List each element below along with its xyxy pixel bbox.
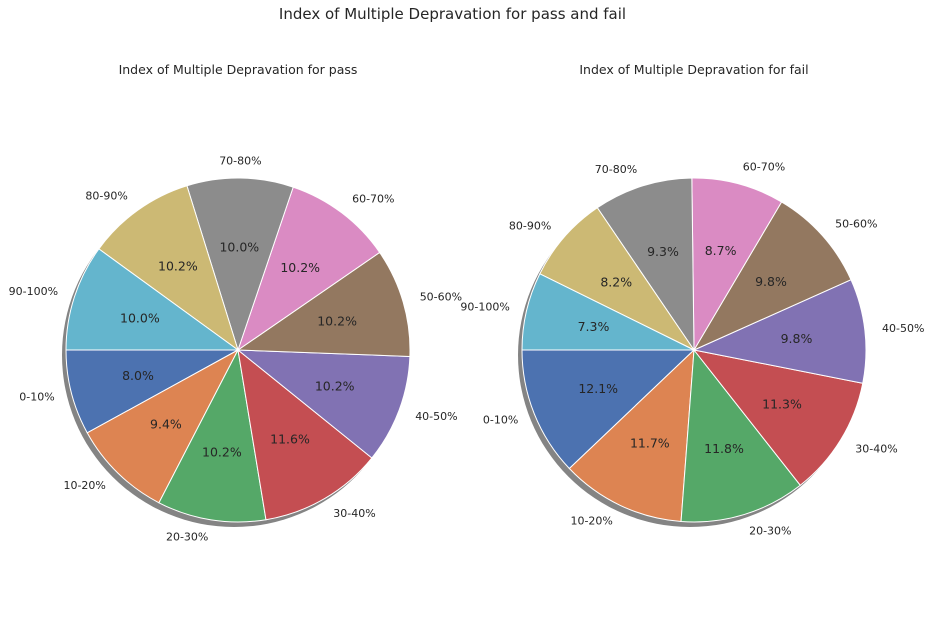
pct-label-fail-40-50%: 9.8% [781,331,813,346]
pct-label-fail-20-30%: 11.8% [704,441,744,456]
category-label-pass-10-20%: 10-20% [63,479,105,492]
pie-slice-fail-70-80% [596,177,695,352]
pct-label-fail-80-90%: 8.2% [600,275,632,290]
category-label-fail-90-100%: 90-100% [460,301,509,314]
category-label-fail-40-50%: 40-50% [882,322,924,335]
pie-slice-pass-40-50% [236,349,411,459]
pie-slice-fail-30-40% [692,349,864,486]
pct-label-fail-60-70%: 8.7% [705,243,737,258]
pie-fail-slices [521,177,867,523]
pct-label-fail-70-80%: 9.3% [647,244,679,259]
pct-label-pass-90-100%: 10.0% [120,311,160,326]
pct-label-pass-10-20%: 9.4% [150,416,182,431]
category-label-fail-30-40%: 30-40% [855,442,897,455]
pie-slice-pass-80-90% [98,185,239,352]
category-label-fail-60-70%: 60-70% [743,161,785,174]
pct-label-pass-40-50%: 10.2% [315,379,355,394]
category-label-pass-20-30%: 20-30% [166,530,208,543]
pie-slice-pass-10-20% [86,348,240,504]
pct-label-fail-90-100%: 7.3% [578,319,610,334]
pie-slice-fail-10-20% [568,348,695,523]
pct-label-pass-50-60%: 10.2% [317,314,357,329]
pct-label-fail-10-20%: 11.7% [630,436,670,451]
pie-slice-fail-0-10% [521,349,696,470]
pie-pass-slices [65,177,411,523]
pie-slice-fail-60-70% [691,177,783,352]
pct-label-pass-0-10%: 8.0% [122,368,154,383]
pct-label-pass-70-80%: 10.0% [219,239,259,254]
figure-title: Index of Multiple Depravation for pass a… [278,5,627,23]
category-label-pass-0-10%: 0-10% [19,391,54,404]
category-label-pass-40-50%: 40-50% [415,410,457,423]
pct-label-pass-60-70%: 10.2% [280,260,320,275]
pct-label-pass-30-40%: 11.6% [270,432,310,447]
pie-slice-pass-60-70% [237,186,381,352]
chart-title-pass: Index of Multiple Depravation for pass [119,62,358,77]
chart-title-fail: Index of Multiple Depravation for fail [579,62,808,77]
category-label-pass-70-80%: 70-80% [219,154,261,167]
pct-label-pass-20-30%: 10.2% [202,444,242,459]
pie-fail-labels: 12.1% 0-10% 11.7% 10-20% 11.8% 20-30% 11.3% 30-… [460,161,924,538]
pct-label-fail-0-10%: 12.1% [578,381,618,396]
pie-slice-fail-50-60% [692,201,852,352]
category-label-pass-90-100%: 90-100% [9,285,58,298]
pie-slice-fail-20-30% [680,348,801,523]
pie-pass: Index of Multiple Depravation for pass 8… [9,62,462,543]
category-label-fail-80-90%: 80-90% [509,219,551,232]
pie-slice-pass-20-30% [158,348,267,523]
category-label-fail-20-30%: 20-30% [749,525,791,538]
category-label-fail-50-60%: 50-60% [835,218,877,231]
category-label-pass-50-60%: 50-60% [420,291,462,304]
category-label-pass-30-40%: 30-40% [333,507,375,520]
pie-slice-fail-90-100% [521,273,695,351]
pct-label-fail-50-60%: 9.8% [755,274,787,289]
pie-slice-pass-30-40% [237,348,373,521]
pie-slice-pass-50-60% [236,251,411,357]
category-label-fail-70-80%: 70-80% [595,163,637,176]
pct-label-fail-30-40%: 11.3% [762,396,802,411]
category-label-pass-60-70%: 60-70% [352,193,394,206]
pie-fail: Index of Multiple Depravation for fail 1… [460,62,924,538]
pie-slice-fail-80-90% [539,207,696,352]
category-label-fail-10-20%: 10-20% [570,514,612,527]
pie-slice-pass-70-80% [186,177,294,352]
pct-label-pass-80-90%: 10.2% [158,259,198,274]
category-label-pass-80-90%: 80-90% [85,190,127,203]
pie-pass-labels: 8.0% 0-10% 9.4% 10-20% 10.2% 20-30% 11.6% 30-40… [9,154,462,543]
category-label-fail-0-10%: 0-10% [483,414,518,427]
pie-slice-fail-40-50% [692,279,867,384]
pie-slice-pass-90-100% [65,248,240,351]
